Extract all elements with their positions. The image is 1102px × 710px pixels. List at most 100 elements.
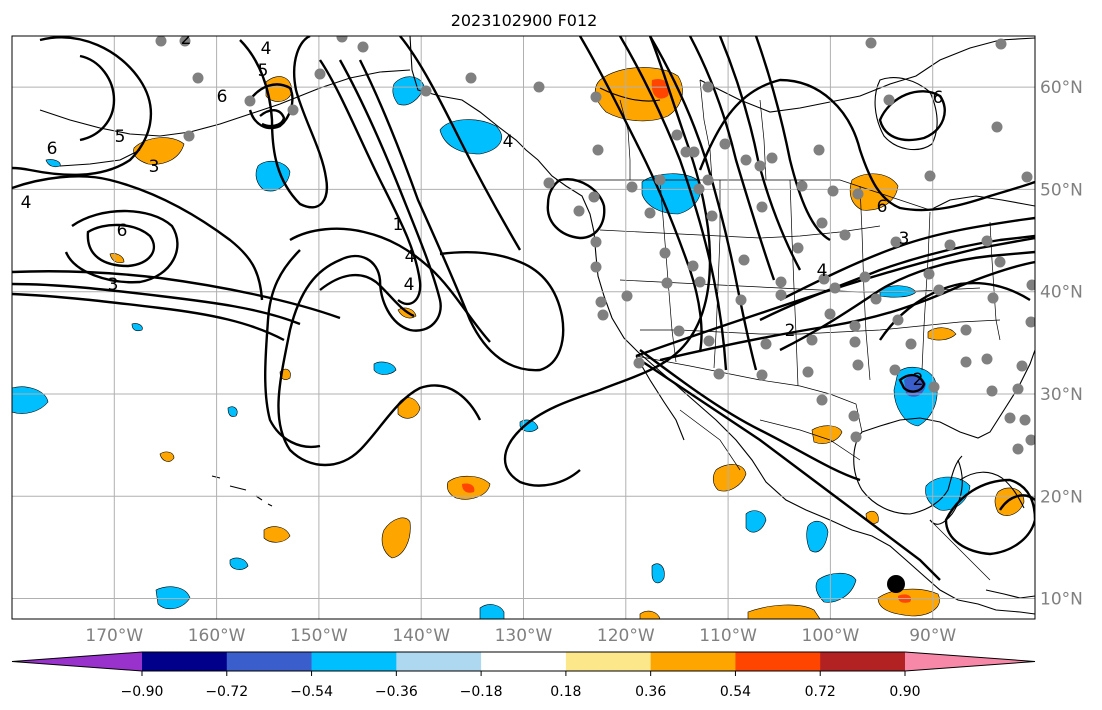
station-marker xyxy=(420,85,432,97)
map-title: 2023102900 F012 xyxy=(451,11,598,30)
contour-line xyxy=(998,494,1035,511)
station-marker xyxy=(981,235,993,247)
longitude-label: 90°W xyxy=(909,626,956,646)
station-marker xyxy=(806,334,818,346)
positive-blob xyxy=(747,604,821,619)
negative-blob xyxy=(815,572,857,603)
colorbar-tick-label: −0.72 xyxy=(205,684,248,700)
longitude-label: 130°W xyxy=(495,626,553,646)
station-marker xyxy=(661,277,673,289)
station-marker xyxy=(995,38,1007,50)
contour-line xyxy=(944,478,1035,556)
station-marker xyxy=(981,353,993,365)
station-marker xyxy=(852,188,864,200)
station-marker xyxy=(465,72,477,84)
negative-blob xyxy=(131,323,143,332)
contour-line xyxy=(698,78,1035,212)
contour-label: 3 xyxy=(149,157,160,177)
contour-line xyxy=(319,273,415,318)
latitude-label: 10°N xyxy=(1040,590,1083,610)
station-marker xyxy=(766,152,778,164)
colorbar-extend-min xyxy=(12,652,142,671)
negative-blob xyxy=(227,406,238,417)
contour-line xyxy=(79,54,116,142)
station-marker xyxy=(960,324,972,336)
station-marker xyxy=(687,260,699,272)
contour-label: 3 xyxy=(108,275,119,295)
negative-blob xyxy=(806,520,829,553)
longitude-label: 150°W xyxy=(290,626,348,646)
colorbar-segment xyxy=(565,652,652,671)
positive-blob xyxy=(927,327,957,341)
colorbar-tick-label: 0.54 xyxy=(720,684,751,700)
contour-line xyxy=(718,36,802,271)
station-marker xyxy=(928,381,940,393)
contour-label: 6 xyxy=(933,88,944,108)
contour-line xyxy=(779,250,1035,352)
contour-label: 5 xyxy=(115,127,126,147)
station-marker xyxy=(287,104,299,116)
longitude-label: 100°W xyxy=(802,626,860,646)
positive-blob xyxy=(133,137,185,165)
positive-blob xyxy=(712,464,747,492)
station-marker xyxy=(756,369,768,381)
latitude-label: 40°N xyxy=(1040,283,1083,303)
station-marker xyxy=(336,36,348,43)
station-marker xyxy=(671,129,683,141)
station-marker xyxy=(713,368,725,380)
station-marker xyxy=(179,36,191,47)
contour-line xyxy=(659,260,1035,362)
longitude-label: 160°W xyxy=(188,626,246,646)
station-marker xyxy=(1026,279,1035,291)
station-marker xyxy=(654,174,666,186)
latitude-label: 50°N xyxy=(1040,180,1083,200)
negative-blob xyxy=(479,604,505,619)
contour-line xyxy=(898,373,926,393)
station-marker xyxy=(960,356,972,368)
positive-blob xyxy=(849,173,899,211)
contour-line xyxy=(754,36,831,242)
longitude-label: 140°W xyxy=(392,626,450,646)
contour-label: 5 xyxy=(258,61,269,81)
contour-line xyxy=(618,36,728,371)
station-marker xyxy=(870,293,882,305)
station-marker xyxy=(824,308,836,320)
station-marker xyxy=(802,366,814,378)
colorbar-extend-max xyxy=(905,652,1035,671)
colorbar-tick-label: 0.36 xyxy=(635,684,666,700)
contour-line xyxy=(578,36,703,353)
station-marker xyxy=(933,284,945,296)
contour-line xyxy=(635,236,1035,358)
station-marker xyxy=(719,138,731,150)
station-marker xyxy=(590,91,602,103)
station-marker xyxy=(850,431,862,443)
station-marker xyxy=(595,296,607,308)
contour-label: 4 xyxy=(405,247,416,267)
station-marker xyxy=(756,201,768,213)
station-marker xyxy=(816,217,828,229)
station-marker xyxy=(848,410,860,422)
contour-label: 2 xyxy=(785,321,796,341)
contour-line xyxy=(779,216,1035,302)
contour-lines xyxy=(12,36,1035,581)
strong-positive-blob xyxy=(651,78,670,99)
contour-label: 6 xyxy=(117,221,128,241)
colorbar-segment xyxy=(481,652,567,671)
contour-label: 2 xyxy=(913,370,924,390)
storm-position-marker xyxy=(887,575,905,593)
contour-line xyxy=(358,59,565,372)
station-marker xyxy=(991,121,1003,133)
station-marker xyxy=(688,146,700,158)
station-marker xyxy=(924,170,936,182)
station-marker xyxy=(1019,414,1031,426)
station-marker xyxy=(694,276,706,288)
longitude-label: 120°W xyxy=(597,626,655,646)
contour-line xyxy=(277,59,482,467)
contour-line xyxy=(688,36,776,281)
latitude-label: 20°N xyxy=(1040,487,1083,507)
colorbar xyxy=(11,651,1036,672)
negative-blob xyxy=(155,586,191,610)
contour-label: 4 xyxy=(503,132,514,152)
